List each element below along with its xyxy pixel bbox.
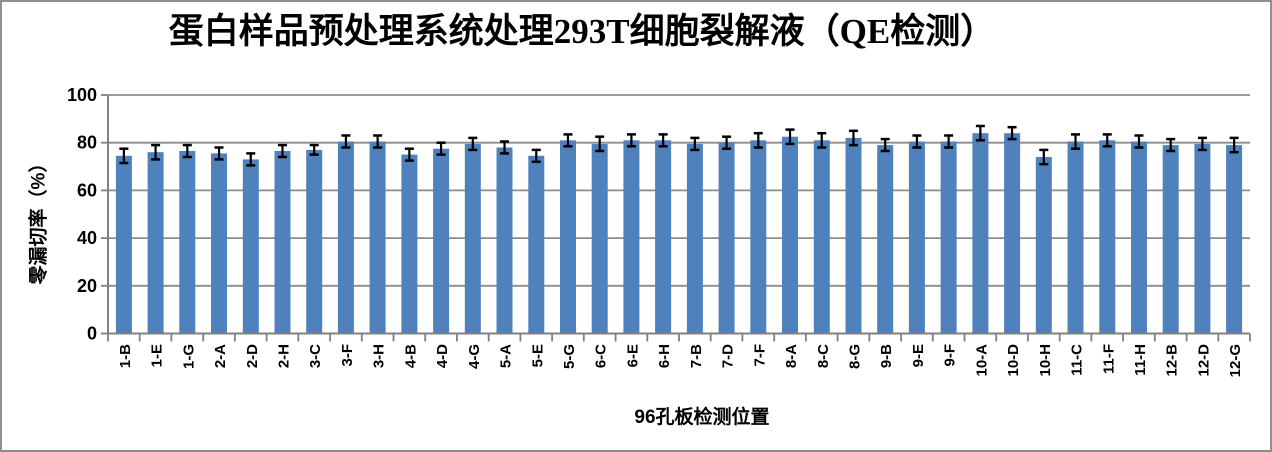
- x-tick-label: 8-G: [847, 344, 864, 369]
- bar: [560, 140, 576, 334]
- bar: [1194, 143, 1211, 334]
- bar: [1226, 145, 1243, 334]
- x-tick-label: 7-B: [688, 344, 705, 368]
- x-tick-label: 6-E: [624, 344, 641, 367]
- x-tick-label: 9-F: [942, 344, 959, 367]
- chart-title: 蛋白样品预处理系统处理293T细胞裂解液（QE检测）: [168, 12, 996, 51]
- bar: [496, 147, 513, 334]
- bar: [940, 141, 957, 334]
- x-tick-label: 10-A: [973, 344, 990, 377]
- x-tick-label: 10-H: [1037, 344, 1054, 377]
- x-tick-label: 3-H: [371, 344, 388, 368]
- x-tick-label: 12-G: [1227, 344, 1244, 377]
- x-tick-label: 11-C: [1069, 344, 1086, 376]
- x-tick-label: 9-E: [910, 344, 927, 367]
- bar: [369, 141, 386, 334]
- x-tick-label: 2-D: [244, 344, 261, 368]
- bar: [750, 140, 767, 334]
- bar: [782, 136, 798, 334]
- x-tick-label: 4-D: [434, 344, 451, 368]
- x-tick-label: 12-B: [1164, 344, 1181, 377]
- x-tick-label: 7-D: [720, 344, 737, 368]
- bar: [211, 153, 227, 334]
- y-tick-label: 20: [77, 276, 97, 296]
- x-tick-label: 3-C: [307, 344, 324, 368]
- x-tick-label: 2-H: [276, 344, 293, 368]
- y-tick-label: 0: [87, 324, 97, 344]
- y-tick-label: 60: [77, 180, 97, 200]
- bar: [401, 154, 418, 334]
- bar: [1035, 157, 1052, 334]
- x-tick-label: 2-A: [212, 344, 229, 368]
- bar: [147, 152, 164, 334]
- bar: [1131, 141, 1147, 334]
- x-tick-label: 7-F: [751, 344, 768, 367]
- y-tick-label: 40: [77, 228, 97, 248]
- x-tick-label: 8-C: [815, 344, 832, 368]
- bar: [306, 149, 323, 334]
- bar: [623, 140, 640, 334]
- bar: [1067, 141, 1084, 334]
- x-tick-label: 1-E: [149, 344, 166, 367]
- bar: [591, 143, 608, 334]
- bar: [242, 159, 259, 334]
- x-tick-label: 5-E: [529, 344, 546, 367]
- x-tick-label: 5-G: [561, 344, 578, 369]
- bar: [813, 140, 830, 334]
- x-tick-label: 11-F: [1100, 344, 1117, 374]
- bar: [115, 155, 132, 334]
- bar: [877, 145, 894, 334]
- bar: [718, 142, 735, 334]
- x-tick-label: 12-D: [1195, 344, 1212, 377]
- y-tick-label: 100: [67, 85, 97, 105]
- x-tick-label: 1-B: [117, 344, 134, 368]
- bar: [1004, 133, 1021, 334]
- x-tick-label: 8-A: [783, 344, 800, 368]
- bar: [337, 141, 354, 334]
- bar: [972, 133, 989, 334]
- x-tick-label: 1-G: [180, 344, 197, 369]
- x-tick-label: 6-C: [593, 344, 610, 368]
- y-tick-label: 80: [77, 133, 97, 153]
- x-tick-label: 5-A: [498, 344, 515, 368]
- bar: [528, 155, 545, 334]
- bar: [464, 143, 481, 334]
- x-tick-label: 4-G: [466, 344, 483, 369]
- x-tick-label: 10-D: [1005, 344, 1022, 377]
- x-tick-label: 11-H: [1132, 344, 1149, 376]
- bar: [1162, 145, 1179, 334]
- bar: [655, 140, 672, 334]
- bar: [908, 141, 925, 334]
- x-tick-label: 6-H: [656, 344, 673, 368]
- x-tick-label: 4-B: [402, 344, 419, 368]
- bar: [433, 148, 450, 334]
- bar: [274, 151, 291, 334]
- x-tick-label: 9-B: [878, 344, 895, 368]
- bar: [845, 137, 862, 334]
- bar: [1099, 140, 1116, 334]
- bar: [686, 143, 703, 334]
- x-axis-title: 96孔板检测位置: [634, 407, 770, 428]
- x-tick-label: 3-F: [339, 344, 356, 367]
- bar: [179, 151, 196, 334]
